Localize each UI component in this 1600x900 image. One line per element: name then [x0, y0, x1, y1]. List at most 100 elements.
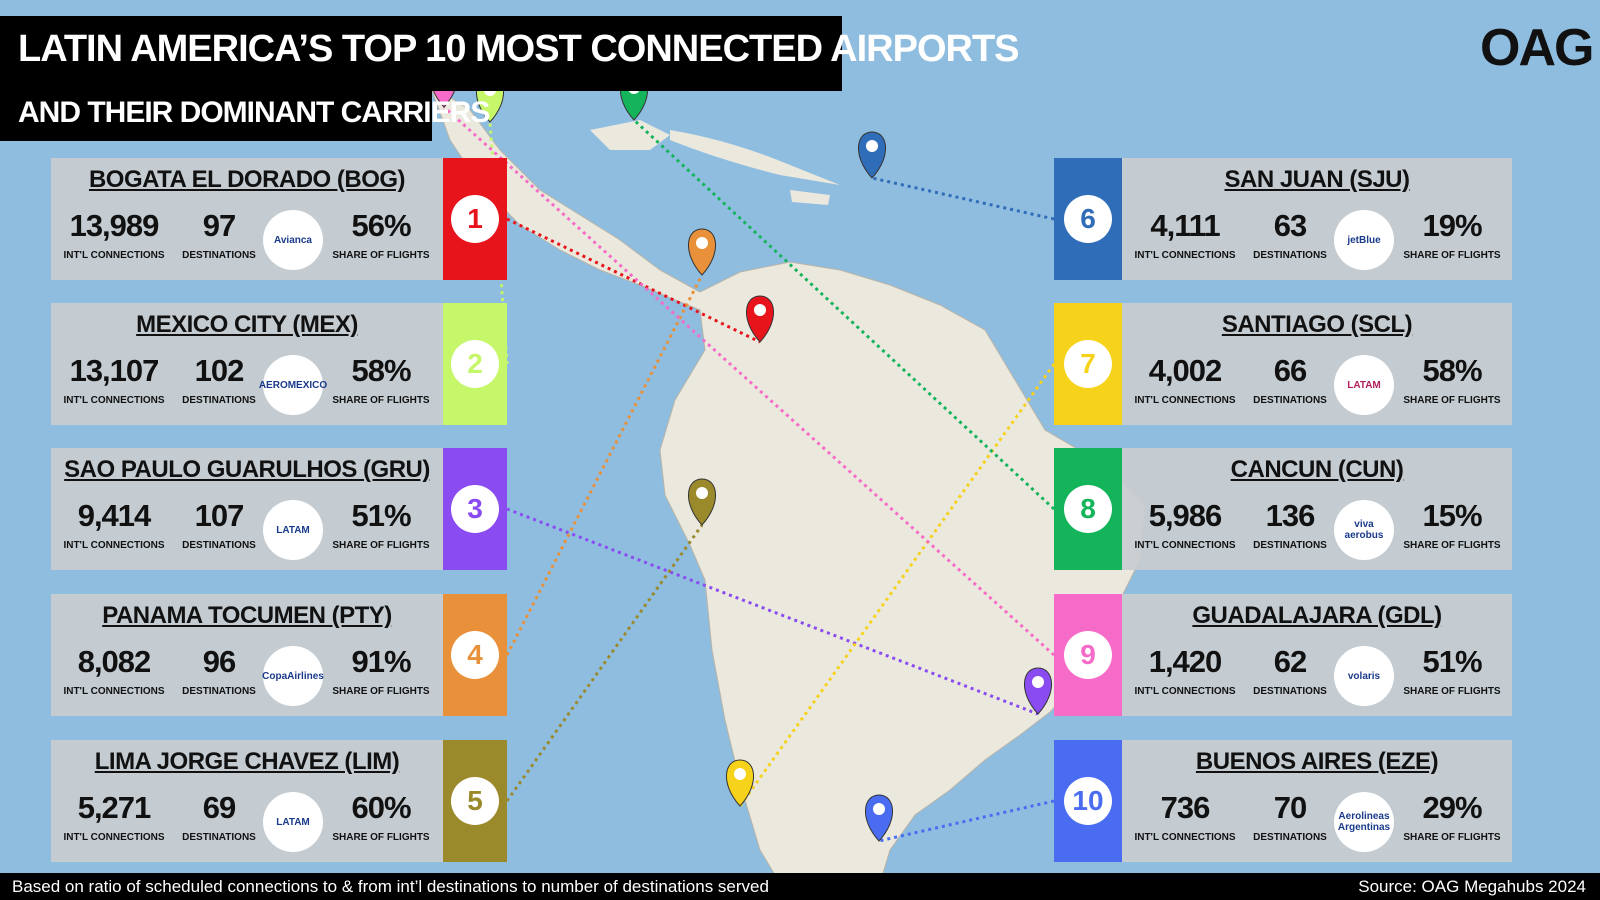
- airport-name: MEXICO CITY (MEX): [136, 311, 358, 338]
- airport-name: CANCUN (CUN): [1230, 456, 1404, 483]
- rank-number: 2: [451, 340, 499, 388]
- stat-value: 1,420: [1148, 644, 1223, 679]
- rank-box: 7: [1054, 303, 1122, 425]
- stat-label: DESTINATIONS: [182, 250, 256, 261]
- rank-number: 1: [451, 195, 499, 243]
- airport-name: SAN JUAN (SJU): [1224, 166, 1410, 193]
- stat-label: DESTINATIONS: [1253, 250, 1327, 261]
- pin-dot: [696, 237, 708, 249]
- carrier-logo: LATAM: [263, 792, 323, 852]
- connector: [505, 524, 704, 802]
- rank-number: 10: [1064, 777, 1112, 825]
- stat-label: DESTINATIONS: [1253, 686, 1327, 697]
- stat-label: SHARE OF FLIGHTS: [1403, 250, 1501, 261]
- pin-dot: [734, 768, 746, 780]
- carrier-logo: LATAM: [1334, 355, 1394, 415]
- stat-value: 136: [1265, 498, 1316, 533]
- stat-value: 736: [1160, 790, 1211, 825]
- rank-number: 8: [1064, 485, 1112, 533]
- pin: [858, 131, 886, 179]
- stat-label: SHARE OF FLIGHTS: [332, 395, 430, 406]
- connector: [505, 274, 704, 656]
- stat-label: SHARE OF FLIGHTS: [332, 832, 430, 843]
- pin-dot: [1032, 676, 1044, 688]
- rank-number: 7: [1064, 340, 1112, 388]
- carrier-logo: LATAM: [263, 500, 323, 560]
- footer-bar: [0, 873, 1600, 900]
- pin-dot: [696, 487, 708, 499]
- stat-label: DESTINATIONS: [182, 540, 256, 551]
- rank-box: 5: [443, 740, 507, 862]
- rank-box: 10: [1054, 740, 1122, 862]
- airport-card: MEXICO CITY (MEX) 13,107 INT'L CONNECTIONS…: [51, 303, 443, 425]
- airport-name: SAO PAULO GUARULHOS (GRU): [64, 456, 430, 483]
- connector: [878, 799, 1055, 843]
- pin: [746, 295, 774, 343]
- title-box: [0, 16, 842, 91]
- land: [670, 130, 840, 185]
- rank-box: 8: [1054, 448, 1122, 570]
- stat-value: 66: [1273, 353, 1307, 388]
- stat-label: INT'L CONNECTIONS: [63, 395, 165, 406]
- stat-value: 58%: [351, 353, 411, 388]
- airport-card: SANTIAGO (SCL) 4,002 INT'L CONNECTIONS 66 DE…: [1122, 303, 1512, 425]
- stat-value: 9,414: [77, 498, 152, 533]
- stat-value: 91%: [351, 644, 411, 679]
- airport-card: LIMA JORGE CHAVEZ (LIM) 5,271 INT'L CONNEC…: [51, 740, 443, 862]
- rank-box: 2: [443, 303, 507, 425]
- rank-number: 9: [1064, 631, 1112, 679]
- stat-value: 5,986: [1148, 498, 1223, 533]
- stat-label: INT'L CONNECTIONS: [63, 540, 165, 551]
- stat-label: DESTINATIONS: [1253, 395, 1327, 406]
- stat-value: 102: [194, 353, 245, 388]
- stat-value: 51%: [351, 498, 411, 533]
- airport-card: SAN JUAN (SJU) 4,111 INT'L CONNECTIONS 63 DE…: [1122, 158, 1512, 280]
- stat-label: DESTINATIONS: [182, 686, 256, 697]
- rank-box: 4: [443, 594, 507, 716]
- stat-value: 69: [202, 790, 236, 825]
- stat-label: INT'L CONNECTIONS: [63, 832, 165, 843]
- stat-value: 96: [202, 644, 236, 679]
- airport-name: PANAMA TOCUMEN (PTY): [102, 602, 392, 629]
- land: [590, 120, 670, 150]
- stat-value: 97: [202, 208, 236, 243]
- stat-label: INT'L CONNECTIONS: [1134, 250, 1236, 261]
- stat-label: SHARE OF FLIGHTS: [1403, 540, 1501, 551]
- stat-label: INT'L CONNECTIONS: [1134, 540, 1236, 551]
- pin: [865, 794, 893, 842]
- pin: [1024, 667, 1052, 715]
- stat-value: 19%: [1422, 208, 1482, 243]
- stat-value: 56%: [351, 208, 411, 243]
- stat-value: 5,271: [77, 790, 152, 825]
- stat-value: 13,989: [69, 208, 160, 243]
- stat-value: 51%: [1422, 644, 1482, 679]
- pin-dot: [866, 140, 878, 152]
- airport-card: BOGATA EL DORADO (BOG) 13,989 INT'L CONNEC…: [51, 158, 443, 280]
- pin: [688, 478, 716, 526]
- stat-value: 13,107: [69, 353, 160, 388]
- stat-value: 107: [194, 498, 245, 533]
- carrier-logo: jetBlue: [1334, 210, 1394, 270]
- footer-source: Source: OAG Megahubs 2024: [1358, 877, 1586, 896]
- rank-number: 5: [451, 777, 499, 825]
- airport-card: SAO PAULO GUARULHOS (GRU) 9,414 INT'L CONN…: [51, 448, 443, 570]
- footer-note: Based on ratio of scheduled connections …: [12, 877, 769, 896]
- title: LATIN AMERICA’S TOP 10 MOST CONNECTED AI…: [18, 28, 1020, 70]
- stat-value: 29%: [1422, 790, 1482, 825]
- airport-card: PANAMA TOCUMEN (PTY) 8,082 INT'L CONNECTIO…: [51, 594, 443, 716]
- pin-dot: [873, 803, 885, 815]
- stat-value: 8,082: [77, 644, 152, 679]
- pin: [688, 228, 716, 276]
- stat-label: DESTINATIONS: [1253, 540, 1327, 551]
- airport-name: LIMA JORGE CHAVEZ (LIM): [94, 748, 400, 775]
- stat-value: 58%: [1422, 353, 1482, 388]
- stat-value: 63: [1273, 208, 1307, 243]
- stat-label: DESTINATIONS: [182, 395, 256, 406]
- stat-label: INT'L CONNECTIONS: [63, 686, 165, 697]
- stat-label: DESTINATIONS: [1253, 832, 1327, 843]
- subtitle: AND THEIR DOMINANT CARRIERS: [18, 96, 490, 129]
- stat-value: 15%: [1422, 498, 1482, 533]
- stat-label: SHARE OF FLIGHTS: [1403, 686, 1501, 697]
- stat-label: SHARE OF FLIGHTS: [332, 540, 430, 551]
